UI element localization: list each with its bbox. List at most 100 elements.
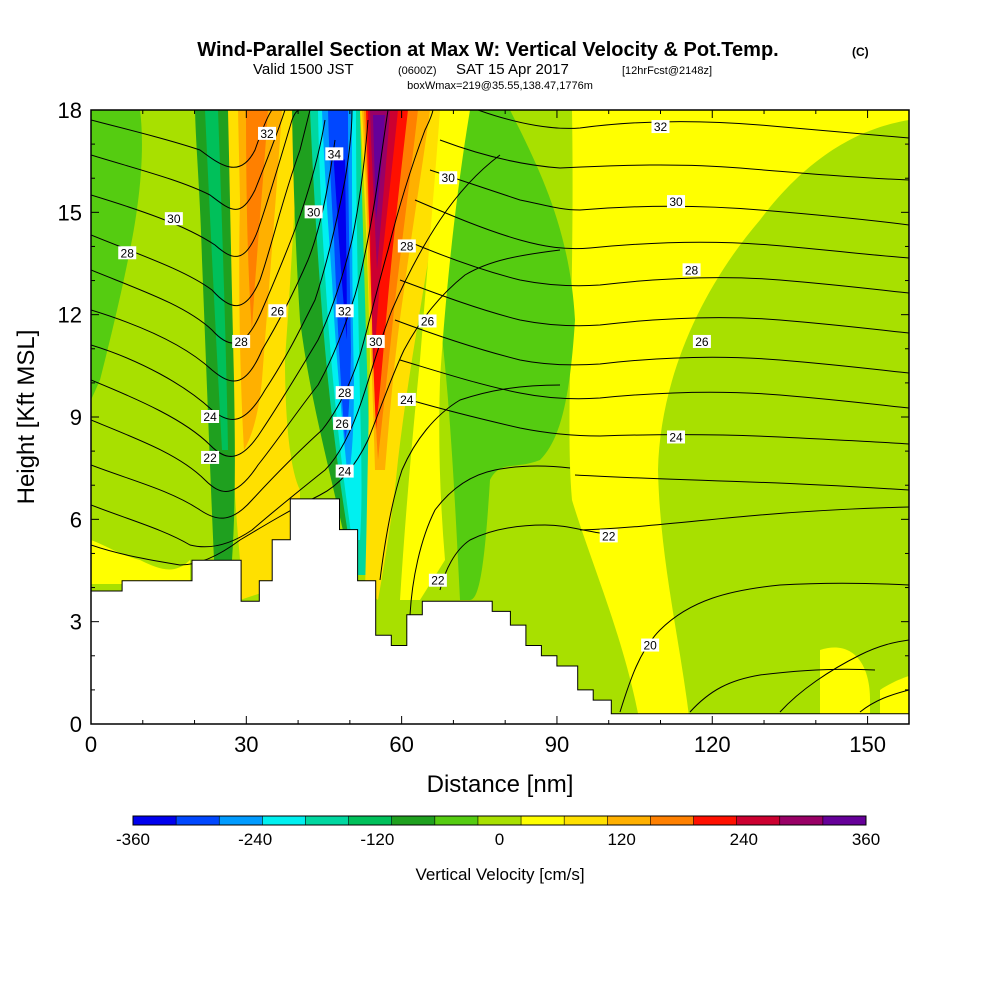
colorbar-swatch <box>693 816 738 825</box>
contour-label: 22 <box>201 450 220 465</box>
colorbar-swatch <box>736 816 781 825</box>
valid-prefix: Valid 1500 JST <box>253 61 354 78</box>
contour-label: 22 <box>428 573 447 588</box>
contour-label: 24 <box>397 392 416 407</box>
theta-contour <box>379 384 561 581</box>
contour-label-bg <box>397 239 416 253</box>
contour-label-text: 24 <box>400 393 414 407</box>
axis-ticks <box>90 109 909 725</box>
theta-contour <box>477 110 909 139</box>
contour-label-bg <box>118 246 137 260</box>
contour-label: 28 <box>682 263 701 277</box>
contour-label-text: 28 <box>338 386 352 400</box>
forecast-info: [12hrFcst@2148z] <box>622 65 712 77</box>
theta-contour <box>779 639 909 713</box>
contour-label-bg <box>164 212 183 226</box>
contour-label: 30 <box>304 205 323 219</box>
colorbar-swatch <box>607 816 651 825</box>
colorbar-label: 240 <box>730 830 758 849</box>
colorbar <box>132 815 867 826</box>
contour-label-text: 24 <box>203 410 217 424</box>
contour-label-text: 30 <box>669 195 683 209</box>
colorbar-swatch <box>564 816 608 825</box>
theta-contour <box>394 319 909 374</box>
contour-label: 22 <box>599 529 618 543</box>
theta-contour <box>91 119 326 344</box>
contour-label-bg <box>439 171 458 185</box>
colorbar-swatch <box>176 816 220 825</box>
x-tick-label: 150 <box>849 732 886 757</box>
contour-label-bg <box>667 430 686 444</box>
contour-label-bg <box>268 304 287 318</box>
y-tick-label: 3 <box>70 610 82 635</box>
theta-contour <box>399 359 909 409</box>
colorbar-swatch <box>434 816 479 825</box>
contour-label-text: 26 <box>335 417 349 431</box>
contour-label-text: 30 <box>167 212 181 226</box>
contour-label-bg <box>397 392 416 406</box>
contour-label: 30 <box>164 212 183 226</box>
contour-label-bg <box>428 573 447 587</box>
contour-label-bg <box>304 205 323 219</box>
colorbar-label: -360 <box>116 830 150 849</box>
contour-label-text: 22 <box>203 451 217 465</box>
contour-label: 26 <box>333 416 352 431</box>
theta-contour <box>404 239 909 294</box>
contour-label-bg <box>667 195 686 209</box>
x-tick-label: 120 <box>694 732 731 757</box>
theta-contour <box>414 199 909 259</box>
theta-contour <box>429 169 909 226</box>
field-yellow-corner <box>820 647 870 724</box>
contour-label-bg <box>682 263 701 277</box>
contour-label: 28 <box>397 239 416 253</box>
contour-label-text: 28 <box>121 246 135 260</box>
y-tick-label: 9 <box>70 405 82 430</box>
contour-label-text: 32 <box>338 304 352 318</box>
field-downdraft-main-5 <box>333 150 347 340</box>
box-info: boxWmax=219@35.55,138.47,1776m <box>407 80 593 92</box>
terrain <box>91 498 909 724</box>
title-unit: (C) <box>852 45 869 59</box>
contour-label: 32 <box>258 126 277 141</box>
contour-label: 24 <box>667 430 686 444</box>
colorbar-swatch <box>477 816 522 825</box>
contour-label: 28 <box>232 334 251 349</box>
x-tick-label: 90 <box>545 732 569 757</box>
contour-label-bg <box>651 120 670 134</box>
colorbar-swatch <box>305 816 350 825</box>
theta-contour <box>574 474 909 491</box>
contour-label-bg <box>333 416 352 430</box>
colorbar-label: -240 <box>238 830 272 849</box>
theta-contour <box>91 154 501 548</box>
colorbar-swatch <box>133 816 177 825</box>
x-axis-label: Distance [nm] <box>427 771 574 798</box>
y-tick-label: 0 <box>70 712 82 737</box>
contour-label-text: 30 <box>442 171 456 185</box>
contour-label-bg <box>201 450 220 464</box>
theta-contour <box>579 506 909 531</box>
contour-label-bg <box>599 529 618 543</box>
field-yellow-left <box>91 540 190 584</box>
colorbar-label: 120 <box>607 830 635 849</box>
contour-label: 30 <box>667 195 686 209</box>
colorbar-labels: -360 -240 -120 0 120 240 360 <box>116 830 880 849</box>
chart-title: Wind-Parallel Section at Max W: Vertical… <box>197 39 778 61</box>
contour-label: 34 <box>325 147 344 161</box>
contour-label-bg <box>692 334 711 348</box>
contour-label-bg <box>232 334 251 348</box>
y-tick-label: 6 <box>70 507 82 532</box>
colorbar-swatch <box>521 816 565 825</box>
valid-date: SAT 15 Apr 2017 <box>456 61 569 78</box>
contour-label: 26 <box>418 314 437 328</box>
theta-contour <box>399 279 909 334</box>
colorbar-swatch <box>219 816 263 825</box>
contour-label-text: 20 <box>643 639 657 653</box>
colorbar-swatch <box>650 816 695 825</box>
theta-contour <box>409 465 571 616</box>
y-tick-labels: 0 3 6 9 12 15 18 <box>58 98 82 737</box>
colorbar-label: 360 <box>852 830 880 849</box>
colorbar-title: Vertical Velocity [cm/s] <box>415 865 584 884</box>
contour-label-text: 26 <box>695 335 709 349</box>
x-tick-label: 30 <box>234 732 258 757</box>
contour-label-text: 28 <box>234 335 248 349</box>
